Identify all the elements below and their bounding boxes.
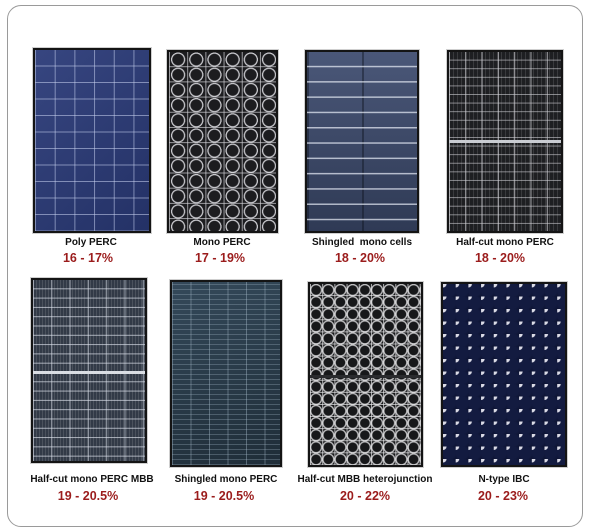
panel-midline-divider bbox=[310, 375, 421, 378]
panel-label-shingled-mono-cells: Shingled mono cells bbox=[311, 237, 413, 248]
panel-label-mono-perc: Mono PERC bbox=[193, 237, 251, 248]
panel-efficiency-n-type-ibc: 20 - 23% bbox=[477, 489, 529, 503]
panel-efficiency-shingled-mono-perc: 19 - 20.5% bbox=[193, 489, 255, 503]
panel-efficiency-poly-perc: 16 - 17% bbox=[62, 251, 114, 265]
panel-label-half-cut-mono-perc: Half-cut mono PERC bbox=[456, 237, 554, 248]
panel-midline-divider bbox=[33, 371, 145, 374]
panel-image-n-type-ibc bbox=[441, 282, 567, 467]
panel-image-half-cut-mono-perc bbox=[447, 50, 563, 233]
panel-label-half-cut-mono-perc-mbb: Half-cut mono PERC MBB bbox=[30, 474, 154, 485]
panel-image-mono-perc bbox=[167, 50, 278, 233]
panel-image-shingled-mono-perc bbox=[170, 280, 282, 467]
panel-efficiency-half-cut-mono-perc-mbb: 19 - 20.5% bbox=[57, 489, 119, 503]
panel-image-half-cut-mbb-heterojunction bbox=[308, 282, 423, 467]
panel-efficiency-shingled-mono-cells: 18 - 20% bbox=[334, 251, 386, 265]
panel-efficiency-mono-perc: 17 - 19% bbox=[194, 251, 246, 265]
panel-label-n-type-ibc: N-type IBC bbox=[478, 474, 530, 485]
panel-efficiency-half-cut-mbb-heterojunction: 20 - 22% bbox=[339, 489, 391, 503]
panel-image-poly-perc bbox=[33, 48, 151, 233]
panel-label-shingled-mono-perc: Shingled mono PERC bbox=[174, 474, 278, 485]
panel-image-shingled-mono-cells bbox=[305, 50, 419, 233]
panel-efficiency-half-cut-mono-perc: 18 - 20% bbox=[474, 251, 526, 265]
panel-label-half-cut-mbb-heterojunction: Half-cut MBB heterojunction bbox=[297, 474, 433, 485]
panel-midline-divider bbox=[449, 140, 561, 143]
panel-image-half-cut-mono-perc-mbb bbox=[31, 278, 147, 463]
panel-label-poly-perc: Poly PERC bbox=[65, 237, 117, 248]
